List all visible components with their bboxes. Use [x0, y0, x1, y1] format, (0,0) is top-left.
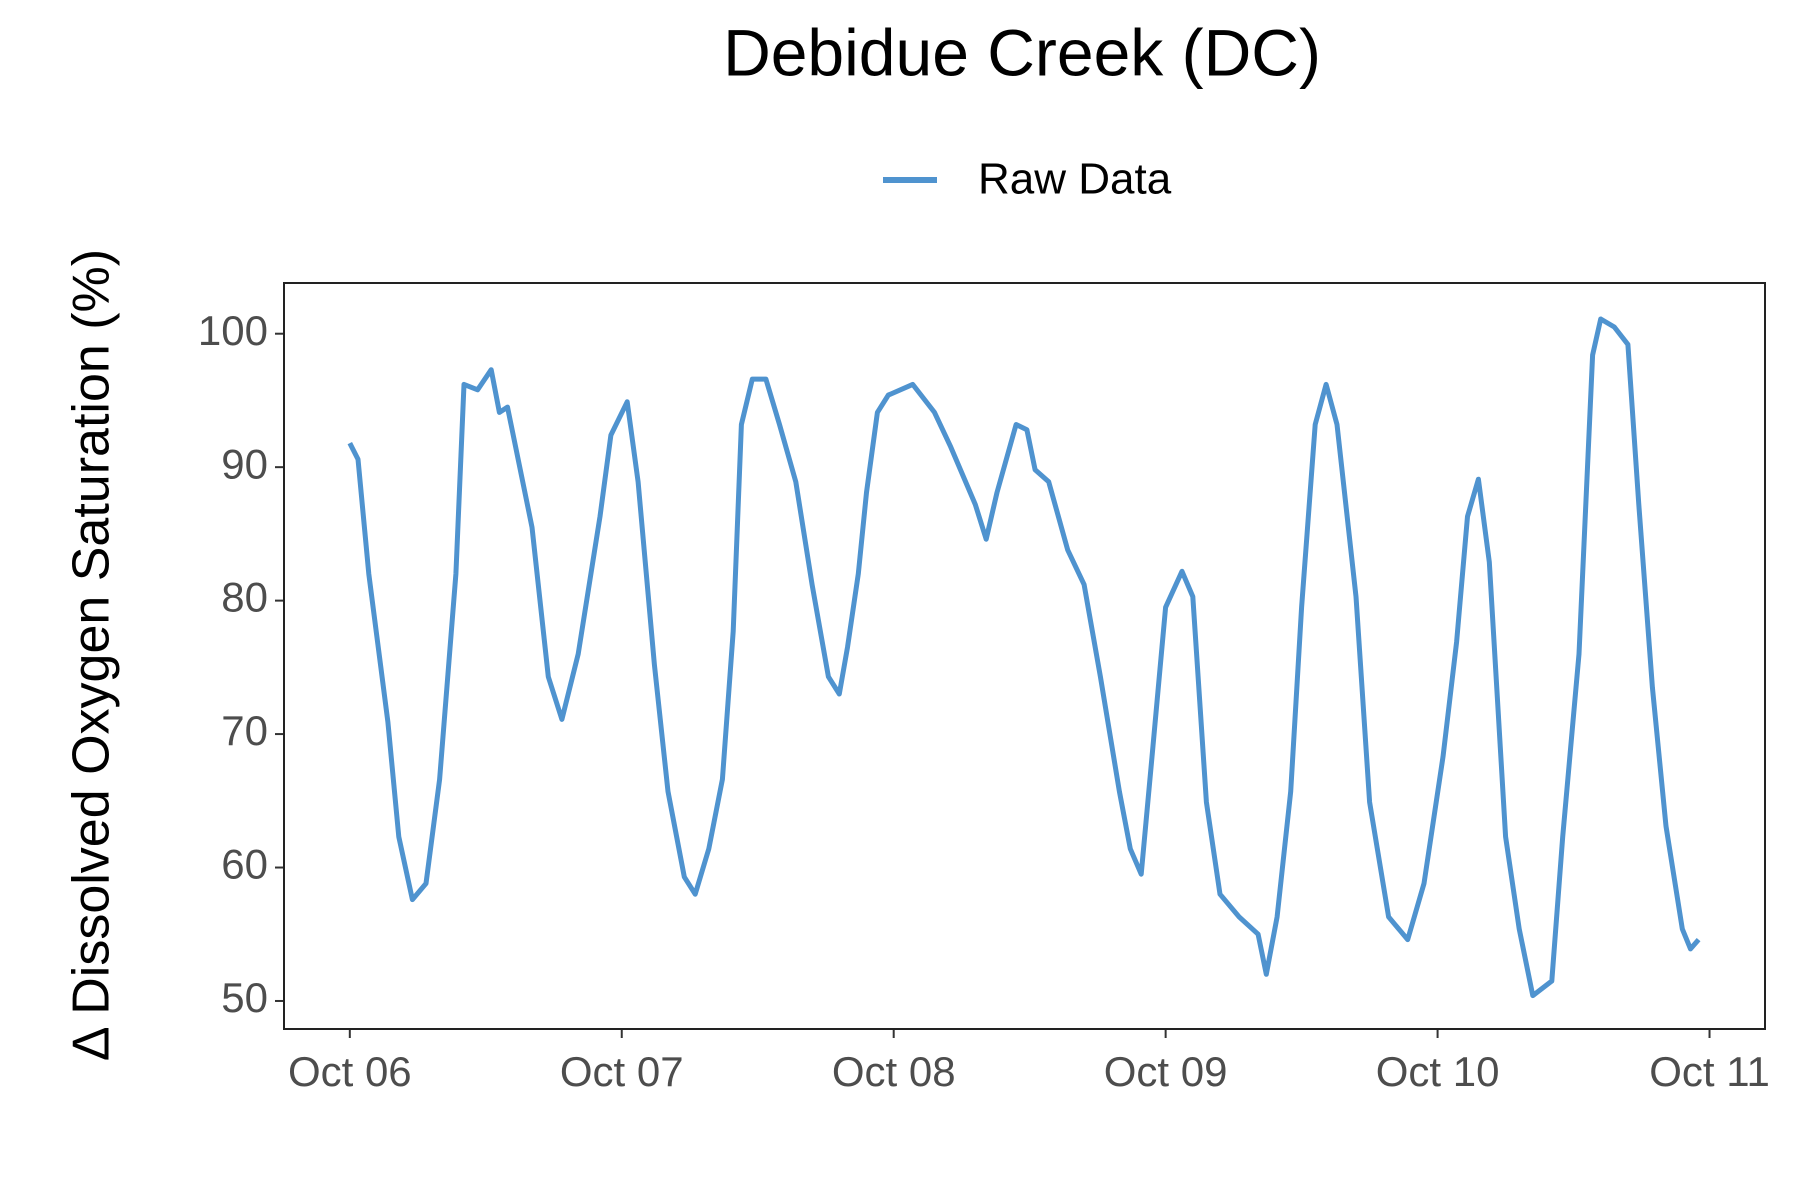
x-tick-label: Oct 09 — [1104, 1048, 1228, 1095]
legend-label: Raw Data — [978, 155, 1172, 204]
x-tick-label: Oct 06 — [288, 1048, 412, 1095]
x-tick-label: Oct 07 — [560, 1048, 684, 1095]
y-tick-label: 50 — [221, 974, 268, 1021]
data-line — [347, 316, 1701, 999]
y-tick-label: 70 — [221, 707, 268, 754]
chart-title: Debidue Creek (DC) — [723, 15, 1321, 89]
y-tick-label: 60 — [221, 841, 268, 888]
y-tick-label: 80 — [221, 574, 268, 621]
y-tick-label: 90 — [221, 440, 268, 487]
y-axis-label: Δ Dissolved Oxygen Saturation (%) — [63, 249, 121, 1061]
plot-border — [283, 282, 1766, 1030]
x-tick-label: Oct 11 — [1649, 1048, 1770, 1095]
x-tick-label: Oct 10 — [1376, 1048, 1500, 1095]
y-tick-label: 100 — [198, 307, 268, 354]
x-tick-label: Oct 08 — [832, 1048, 956, 1095]
